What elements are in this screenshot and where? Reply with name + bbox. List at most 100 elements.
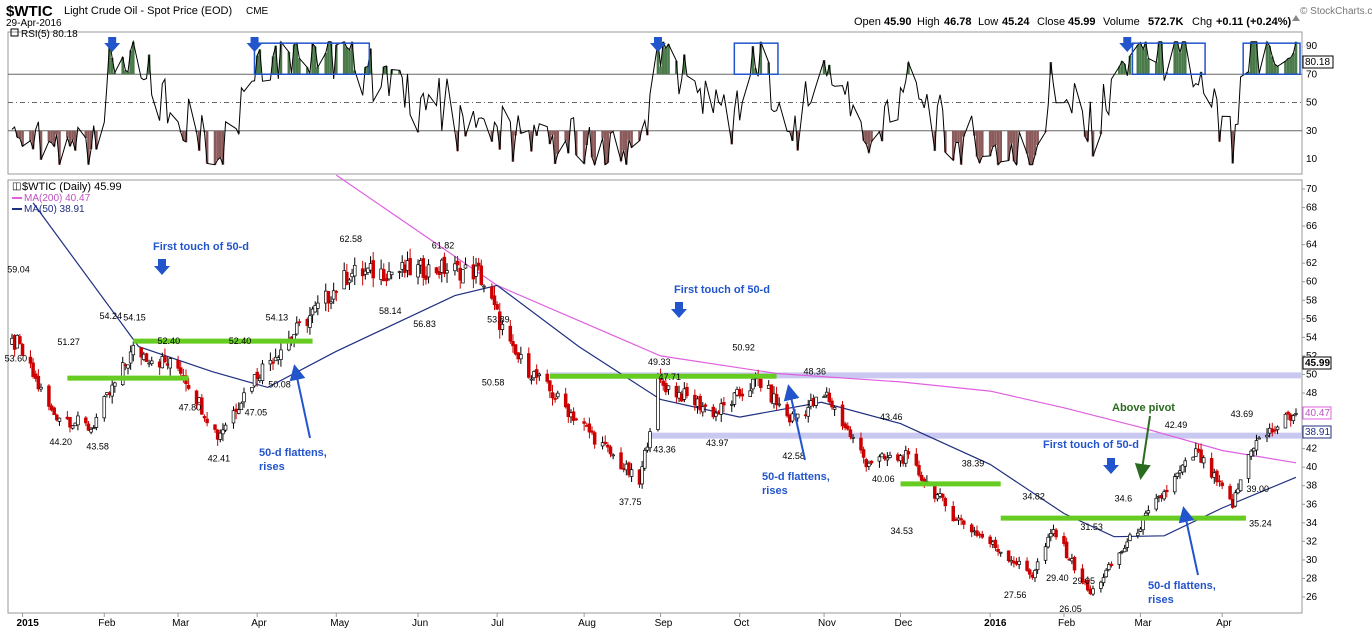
pivot-band-lower bbox=[650, 432, 1302, 439]
candle-body bbox=[329, 301, 333, 304]
candle-body bbox=[1017, 560, 1021, 565]
price-label-7: 52.40 bbox=[158, 336, 181, 346]
candle-body bbox=[76, 415, 80, 426]
price-label-23: 43.36 bbox=[653, 444, 676, 454]
rsi-box-0 bbox=[253, 42, 371, 75]
candle-body bbox=[914, 453, 919, 466]
price-label-28: 43.46 bbox=[880, 412, 903, 422]
flatten-arrow-1-icon bbox=[289, 364, 311, 439]
candle-body bbox=[1054, 529, 1058, 538]
candle-body bbox=[980, 533, 985, 538]
candle-body bbox=[1175, 472, 1180, 477]
price-label-20: 37.75 bbox=[619, 497, 642, 507]
pivot-band-upper bbox=[549, 372, 1302, 379]
candle-body bbox=[917, 464, 921, 476]
candle-body bbox=[574, 418, 578, 421]
rsi-current-tag: 80.18 bbox=[1302, 55, 1334, 69]
price-tick-52: 52 bbox=[1306, 351, 1318, 362]
candle-body bbox=[500, 323, 505, 330]
price-legend-ma50: MA(50) 38.91 bbox=[24, 204, 85, 215]
rsi-tick-30: 30 bbox=[1306, 126, 1318, 137]
candle-body bbox=[1265, 434, 1269, 438]
price-label-16: 61.82 bbox=[432, 240, 455, 250]
candle-body bbox=[260, 363, 265, 381]
candle-body bbox=[1283, 413, 1288, 429]
price-label-27: 42.58 bbox=[782, 451, 805, 461]
candle-body bbox=[1165, 489, 1169, 493]
candle-body bbox=[769, 384, 774, 403]
candle-body bbox=[1180, 464, 1185, 473]
price-label-13: 47.05 bbox=[245, 407, 268, 417]
header-date: 29-Apr-2016 bbox=[6, 18, 62, 29]
high-label: High bbox=[917, 16, 940, 28]
candle-body bbox=[619, 452, 623, 470]
candle-body bbox=[1209, 458, 1214, 478]
price-tick-60: 60 bbox=[1306, 277, 1318, 288]
price-label-39: 42.49 bbox=[1165, 420, 1188, 430]
rsi-legend-text: RSI(5) 80.18 bbox=[21, 29, 78, 40]
candle-body bbox=[975, 530, 979, 536]
candle-body bbox=[1233, 492, 1238, 507]
chg-label: Chg bbox=[1192, 16, 1212, 28]
candle-body bbox=[904, 450, 908, 464]
candle-body bbox=[740, 393, 745, 397]
candle-body bbox=[416, 264, 420, 278]
candle-body bbox=[685, 386, 689, 397]
candle-body bbox=[236, 409, 241, 414]
candle-body bbox=[1125, 541, 1130, 548]
price-label-36: 26.05 bbox=[1059, 604, 1082, 614]
candle-body bbox=[250, 386, 254, 392]
candle-body bbox=[1162, 491, 1166, 500]
candle-body bbox=[252, 374, 257, 387]
candle-body bbox=[629, 469, 634, 477]
candle-body bbox=[86, 423, 91, 431]
x-tick-8: Sep bbox=[655, 618, 673, 629]
candle-body bbox=[163, 356, 167, 363]
x-tick-5: Jun bbox=[412, 618, 428, 629]
price-tick-62: 62 bbox=[1306, 258, 1318, 269]
candle-body bbox=[242, 392, 246, 403]
annot-flatten-1b: rises bbox=[259, 461, 285, 473]
candle-body bbox=[1194, 448, 1198, 457]
price-tick-34: 34 bbox=[1306, 518, 1318, 529]
candle-body bbox=[832, 407, 837, 410]
candle-body bbox=[1183, 460, 1188, 467]
candle-body bbox=[1117, 552, 1122, 565]
candle-body bbox=[730, 404, 734, 406]
price-label-41: 39.00 bbox=[1246, 484, 1269, 494]
candle-body bbox=[424, 275, 428, 280]
candle-body bbox=[869, 460, 874, 464]
annot-flatten-2a: 50-d flattens, bbox=[762, 471, 830, 483]
rsi-tick-70: 70 bbox=[1306, 69, 1318, 80]
annot-flatten-2b: rises bbox=[762, 485, 788, 497]
candle-body bbox=[1291, 415, 1296, 422]
low-value: 45.24 bbox=[1002, 16, 1030, 28]
candle-body bbox=[1275, 426, 1280, 431]
rsi-box-2 bbox=[1131, 42, 1206, 75]
candle-body bbox=[822, 396, 826, 398]
candle-body bbox=[176, 359, 180, 369]
candle-body bbox=[345, 271, 349, 285]
price-label-4: 43.58 bbox=[86, 442, 109, 452]
candle-body bbox=[759, 378, 763, 388]
candle-body bbox=[548, 380, 552, 392]
candle-body bbox=[397, 271, 402, 273]
candle-body bbox=[316, 302, 320, 309]
volume-label: Volume bbox=[1103, 16, 1140, 28]
price-tick-54: 54 bbox=[1306, 332, 1318, 343]
candle-body bbox=[698, 395, 702, 411]
close-label: Close bbox=[1037, 16, 1065, 28]
price-label-19: 50.58 bbox=[482, 378, 505, 388]
rsi-tick-50: 50 bbox=[1306, 98, 1318, 109]
candle-body bbox=[748, 390, 752, 398]
candle-body bbox=[906, 451, 911, 455]
candle-body bbox=[582, 421, 586, 424]
candle-body bbox=[1062, 536, 1066, 544]
candle-body bbox=[1294, 413, 1298, 415]
price-label-17: 56.83 bbox=[413, 319, 436, 329]
first-touch-1-arrow-icon bbox=[154, 259, 170, 275]
candle-body bbox=[218, 432, 223, 440]
candle-body bbox=[703, 404, 708, 407]
candle-body bbox=[1249, 450, 1253, 457]
candle-body bbox=[1072, 556, 1077, 571]
